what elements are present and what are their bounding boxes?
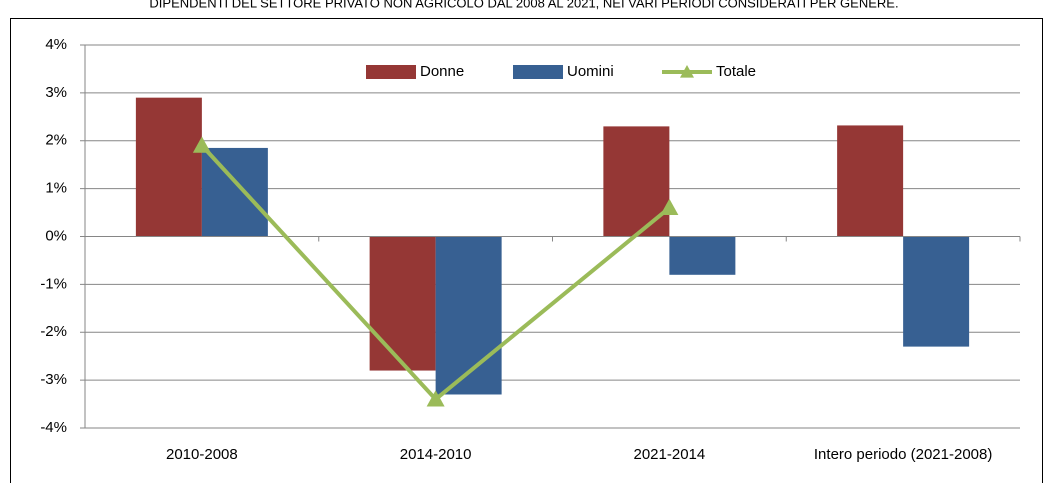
x-tick-label: 2014-2010: [400, 446, 472, 463]
y-tick-label: 1%: [45, 180, 67, 197]
x-tick-label: Intero periodo (2021-2008): [814, 446, 992, 463]
bar: [669, 236, 736, 275]
line-marker: [192, 136, 211, 153]
legend-swatch: [366, 65, 416, 79]
line-marker: [426, 390, 445, 407]
y-tick-label: 0%: [45, 227, 67, 244]
bar: [903, 236, 970, 347]
bar: [435, 236, 502, 395]
y-tick-label: -4%: [40, 419, 67, 436]
x-tick-label: 2010-2008: [166, 446, 238, 463]
legend-marker: [680, 65, 694, 78]
bar: [603, 126, 670, 237]
bar: [201, 147, 268, 237]
x-tick-label: 2021-2014: [634, 446, 706, 463]
bar: [135, 97, 202, 237]
bar: [837, 125, 904, 237]
y-tick-label: 4%: [45, 36, 67, 53]
line-marker: [660, 198, 679, 215]
legend-swatch: [513, 65, 563, 79]
legend-label: Totale: [716, 63, 756, 80]
y-tick-label: 2%: [45, 132, 67, 149]
chart-frame: [10, 18, 1043, 483]
y-tick-label: -3%: [40, 371, 67, 388]
y-tick-label: -1%: [40, 275, 67, 292]
y-tick-label: -2%: [40, 323, 67, 340]
y-tick-label: 3%: [45, 84, 67, 101]
bar: [369, 236, 436, 371]
legend-label: Uomini: [567, 63, 614, 80]
legend-label: Donne: [420, 63, 464, 80]
chart-title: DIPENDENTI DEL SETTORE PRIVATO NON AGRIC…: [149, 0, 898, 10]
